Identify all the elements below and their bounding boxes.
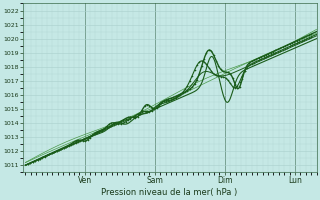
X-axis label: Pression niveau de la mer( hPa ): Pression niveau de la mer( hPa )	[101, 188, 238, 197]
